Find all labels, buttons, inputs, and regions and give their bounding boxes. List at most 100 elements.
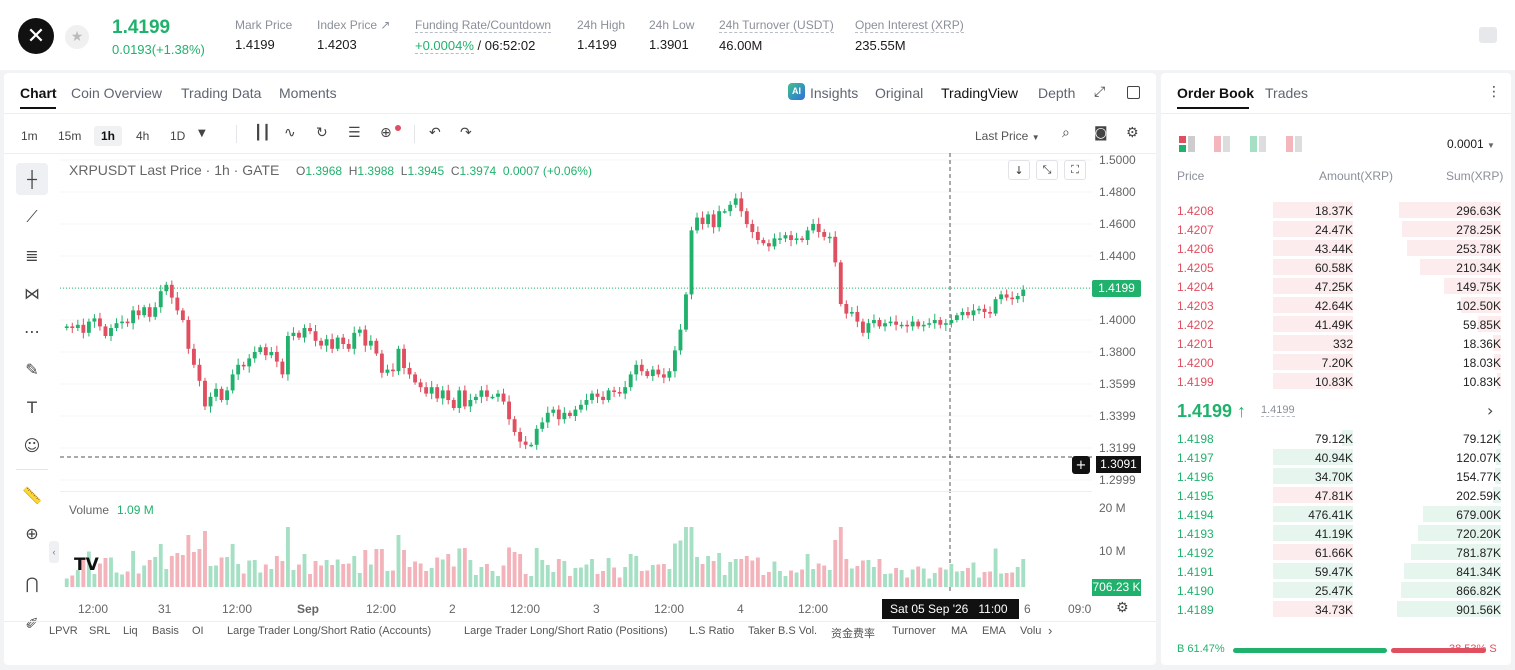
ask-row[interactable]: 1.4202 41.49K 59.85K (1173, 315, 1501, 333)
add-alert-icon[interactable]: ⊕ (380, 125, 392, 141)
lock-draw-tool-icon[interactable]: ✐ (25, 613, 39, 633)
tab-insights[interactable]: Insights (810, 85, 859, 101)
view-depth-icon[interactable] (1286, 136, 1302, 152)
gear-icon[interactable]: ⚙ (1126, 125, 1139, 141)
trendline-tool-icon[interactable]: ⟋ (26, 207, 38, 226)
bid-row[interactable]: 1.4193 41.19K 720.20K (1173, 524, 1501, 542)
templates-icon[interactable]: ☰ (348, 125, 361, 141)
indicator-turnover[interactable]: Turnover (892, 625, 936, 637)
chevron-right-icon[interactable]: › (1048, 623, 1053, 638)
tab-trades[interactable]: Trades (1265, 85, 1309, 101)
bid-row[interactable]: 1.4190 25.47K 866.82K (1173, 581, 1501, 599)
indicator-funding-rate[interactable]: 资金费率 (831, 628, 875, 640)
pattern-tool-icon[interactable]: ⋈ (24, 283, 40, 303)
ai-insights-icon[interactable]: AI (788, 83, 805, 100)
indicator-ema[interactable]: EMA (982, 625, 1006, 637)
prediction-tool-icon[interactable]: ⋯ (24, 321, 40, 341)
tab-trading-data[interactable]: Trading Data (181, 85, 262, 101)
candle-body (258, 347, 263, 352)
text-tool-icon[interactable]: T (27, 397, 37, 417)
redo-icon[interactable]: ↷ (460, 125, 472, 141)
bid-row[interactable]: 1.4189 34.73K 901.56K (1173, 600, 1501, 618)
bid-row[interactable]: 1.4196 34.70K 154.77K (1173, 467, 1501, 485)
amount-bar (1273, 221, 1353, 237)
fib-tool-icon[interactable]: ≣ (25, 245, 39, 265)
indicator-basis[interactable]: Basis (152, 625, 179, 637)
bid-row[interactable]: 1.4195 47.81K 202.59K (1173, 486, 1501, 504)
tab-chart[interactable]: Chart (20, 85, 57, 101)
search-icon[interactable]: ⌕ (1062, 125, 1070, 141)
bid-row[interactable]: 1.4194 476.41K 679.00K (1173, 505, 1501, 523)
zoom-tool-icon[interactable]: ⊕ (25, 523, 39, 543)
timeframe-1d[interactable]: 1D (170, 129, 186, 143)
indicator-liq[interactable]: Liq (123, 625, 138, 637)
indicator-volume[interactable]: Volu (1020, 625, 1042, 637)
chevron-right-icon[interactable]: › (1487, 401, 1494, 420)
ask-row[interactable]: 1.4199 10.83K 10.83K (1173, 372, 1501, 390)
window-icon[interactable] (1127, 86, 1140, 99)
indicator-large-trader-positions[interactable]: Large Trader Long/Short Ratio (Positions… (464, 625, 668, 637)
candle-body (341, 337, 346, 344)
ask-row[interactable]: 1.4205 60.58K 210.34K (1173, 258, 1501, 276)
undo-icon[interactable]: ↶ (429, 125, 441, 141)
tab-depth[interactable]: Depth (1038, 85, 1076, 101)
indicator-oi[interactable]: OI (192, 625, 204, 637)
replay-icon[interactable]: ↻ (316, 125, 328, 141)
add-crosshair-icon[interactable]: + (1072, 456, 1090, 474)
bid-row[interactable]: 1.4191 59.47K 841.34K (1173, 562, 1501, 580)
view-both-icon[interactable] (1179, 136, 1195, 152)
ask-row[interactable]: 1.4200 7.20K 18.03K (1173, 353, 1501, 371)
bid-row[interactable]: 1.4197 40.94K 120.07K (1173, 448, 1501, 466)
indicator-srl[interactable]: SRL (89, 625, 111, 637)
crosshair-tool-icon[interactable]: ┼ (16, 163, 48, 195)
timeframe-1h[interactable]: 1h (94, 126, 123, 146)
ruler-tool-icon[interactable]: 📏 (22, 485, 42, 505)
notebook-icon[interactable] (1479, 27, 1497, 43)
indicator-ma[interactable]: MA (951, 625, 968, 637)
tab-original[interactable]: Original (875, 85, 924, 101)
expand-icon[interactable]: ⤢ (1094, 84, 1106, 100)
divider (4, 621, 1156, 622)
amount-bar (1273, 582, 1353, 598)
collapse-toolbar-icon[interactable]: ‹ (49, 541, 59, 563)
timeframe-15m[interactable]: 15m (58, 129, 82, 143)
ask-row[interactable]: 1.4207 24.47K 278.25K (1173, 220, 1501, 238)
emoji-tool-icon[interactable]: ☺ (23, 435, 41, 455)
tab-moments[interactable]: Moments (279, 85, 337, 101)
bid-row[interactable]: 1.4198 79.12K 79.12K (1173, 429, 1501, 447)
indicator-ls-ratio[interactable]: L.S Ratio (689, 625, 735, 637)
ask-row[interactable]: 1.4206 43.44K 253.78K (1173, 239, 1501, 257)
candle-type-icon[interactable]: ┃┃ (254, 125, 271, 141)
brush-tool-icon[interactable]: ✎ (25, 359, 39, 379)
ask-row[interactable]: 1.4203 42.64K 102.50K (1173, 296, 1501, 314)
indicators-icon[interactable]: ∿ (284, 125, 296, 141)
camera-icon[interactable]: ◙ (1094, 125, 1108, 141)
candle-body (142, 307, 147, 316)
timeframe-4h[interactable]: 4h (136, 129, 150, 143)
bid-row[interactable]: 1.4192 61.66K 781.87K (1173, 543, 1501, 561)
candlestick-chart[interactable] (60, 153, 1092, 593)
tab-coin-overview[interactable]: Coin Overview (71, 85, 163, 101)
indicator-taker-bs-vol[interactable]: Taker B.S Vol. (748, 625, 818, 637)
magnet-tool-icon[interactable]: ⋂ (25, 573, 39, 593)
collapse-icon[interactable]: ⤡ (1036, 160, 1058, 180)
ask-row[interactable]: 1.4208 18.37K 296.63K (1173, 201, 1501, 219)
chevron-down-icon[interactable]: ▼ (198, 128, 206, 139)
last-price-select[interactable]: Last Price ▼ (975, 129, 1040, 143)
settings-circle-icon[interactable]: ⚙ (1116, 600, 1129, 616)
view-asks-icon[interactable] (1214, 136, 1230, 152)
more-vertical-icon[interactable]: ⋮ (1487, 84, 1501, 100)
indicator-large-trader-accounts[interactable]: Large Trader Long/Short Ratio (Accounts) (227, 625, 432, 637)
indicator-lpvr[interactable]: LPVR (49, 625, 78, 637)
ask-row[interactable]: 1.4201 332 18.36K (1173, 334, 1501, 352)
stat-index-price[interactable]: Index Price ↗ 1.4203 (317, 18, 391, 52)
favorite-star-icon[interactable]: ★ (65, 25, 89, 49)
precision-select[interactable]: 0.0001 ▼ (1447, 137, 1495, 151)
tab-order-book[interactable]: Order Book (1177, 85, 1255, 101)
view-bids-icon[interactable] (1250, 136, 1266, 152)
fullscreen-icon[interactable]: ⛶ (1064, 160, 1086, 180)
arrow-down-icon[interactable]: ↓ (1008, 160, 1030, 180)
ask-row[interactable]: 1.4204 47.25K 149.75K (1173, 277, 1501, 295)
tab-tradingview[interactable]: TradingView (941, 85, 1019, 101)
timeframe-1m[interactable]: 1m (21, 129, 38, 143)
